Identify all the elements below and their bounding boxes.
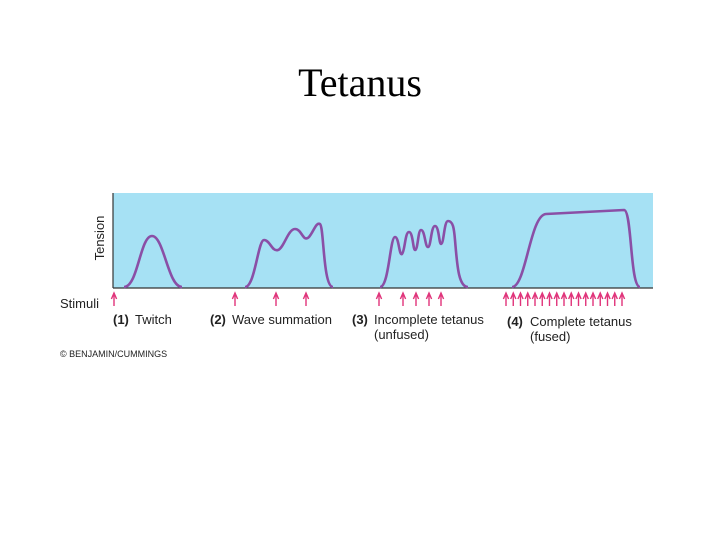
stimulus-arrow: [560, 291, 568, 306]
panel-number: (4): [507, 314, 523, 329]
slide-title: Tetanus: [298, 60, 422, 105]
stimulus-arrow: [272, 291, 280, 306]
stimulus-arrow: [589, 291, 597, 306]
stimulus-arrow: [546, 291, 553, 306]
stimulus-arrow: [412, 291, 420, 306]
twitch-curve: [123, 234, 183, 289]
summation-curve: [244, 222, 334, 289]
stimulus-arrow: [437, 291, 445, 306]
plot-area: [113, 193, 653, 288]
panel-label: Incomplete tetanus: [374, 312, 484, 327]
stimulus-arrow: [553, 291, 560, 306]
stimulus-arrow: [568, 291, 575, 306]
stimulus-arrow: [425, 291, 433, 306]
stimulus-arrow: [575, 291, 582, 306]
stimulus-arrow: [231, 291, 239, 306]
panel-number: (1): [113, 312, 129, 327]
panel-label: Twitch: [135, 312, 172, 327]
stimulus-arrow: [399, 291, 407, 306]
stimuli-label: Stimuli: [60, 296, 99, 311]
incomplete-tetanus-curve: [379, 219, 469, 289]
stimulus-arrow: [531, 291, 539, 306]
panel-label: Wave summation: [232, 312, 332, 327]
stimulus-arrow: [375, 291, 383, 306]
stimulus-arrow: [510, 291, 517, 306]
y-axis-label: Tension: [92, 216, 107, 261]
credit: © BENJAMIN/CUMMINGS: [60, 349, 167, 359]
panel-number: (2): [210, 312, 226, 327]
stimulus-arrow: [582, 291, 589, 306]
stimulus-arrow: [524, 291, 531, 306]
stimulus-arrow: [110, 291, 118, 306]
stimulus-arrows: [110, 291, 626, 306]
panel-label: (fused): [530, 329, 570, 344]
stimulus-arrow: [604, 291, 611, 306]
panel-number: (3): [352, 312, 368, 327]
panel-label: (unfused): [374, 327, 429, 342]
stimulus-arrow: [502, 291, 510, 306]
stimulus-arrow: [539, 291, 546, 306]
stimulus-arrow: [302, 291, 310, 306]
panel-label: Complete tetanus: [530, 314, 632, 329]
stimulus-arrow: [597, 291, 604, 306]
stimulus-arrow: [517, 291, 524, 306]
complete-tetanus-curve: [511, 208, 642, 289]
stimulus-arrow: [611, 291, 618, 306]
stimulus-arrow: [618, 291, 626, 306]
